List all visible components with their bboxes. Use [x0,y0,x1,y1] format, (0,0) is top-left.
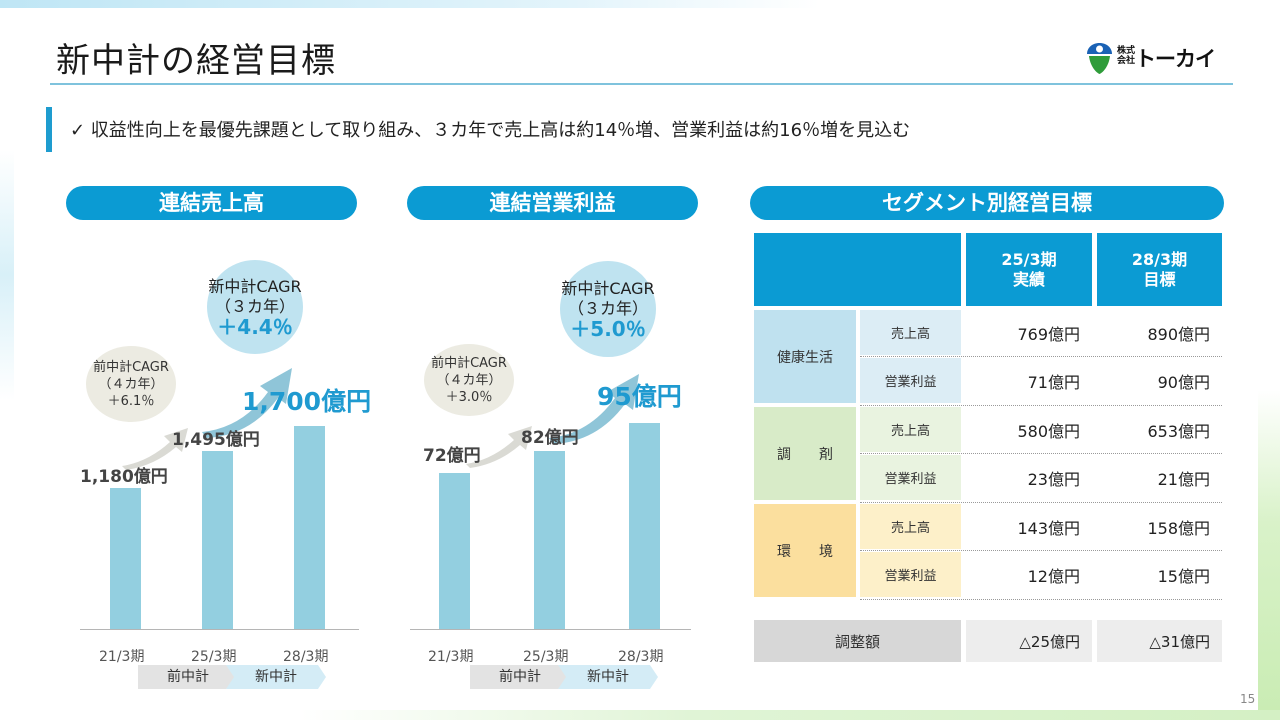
page-number: 15 [1240,692,1256,706]
sales-tick-2: 28/3期 [283,649,329,665]
bullet-accent-bar [46,107,52,152]
profit-new-cagr-circle: 新中計CAGR （３カ年） ＋5.0％ [560,261,656,357]
sales-prev-cagr-line2: （４カ年） [98,376,164,392]
profit-baseline [410,629,691,630]
table-header-actual-line1: 25/3期 [1001,249,1057,269]
profit-tick-1: 25/3期 [523,649,569,665]
segment-health-profit-target: 90億円 [1157,372,1210,392]
sales-new-cagr-line2: （３カ年） [214,297,295,316]
title-rule [50,83,1233,85]
adjustment-target: △31億円 [1097,620,1222,662]
segment-dispensing-sales-actual: 580億円 [1017,421,1080,441]
profit-bar-0 [439,473,470,629]
table-header-blank [754,233,961,306]
table-header-actual-line2: 実績 [1012,269,1045,289]
sales-prev-cagr-line3: ＋6.1％ [107,393,155,409]
profit-header: 連結営業利益 [407,186,698,220]
sales-phase-prev: 前中計 [138,665,238,689]
table-header-target-line1: 28/3期 [1131,249,1188,269]
segment-name-health: 健康生活 [754,310,856,403]
segment-environment-profit-target: 15億円 [1157,566,1210,586]
segment-health-sales-actual: 769億円 [1017,324,1080,344]
segment-health-metric-sales: 売上高 [860,310,961,355]
sales-header: 連結売上高 [66,186,357,220]
profit-prev-growth-arrow-icon [466,426,532,468]
decor-bottom-band [300,710,1280,720]
profit-prev-cagr-circle: 前中計CAGR （４カ年） ＋3.0％ [424,344,514,416]
profit-bar-2 [629,423,660,629]
decor-top-band [0,0,820,8]
profit-new-cagr-line1: 新中計CAGR [561,279,655,298]
row-divider [860,599,1222,600]
profit-bar-label-1: 82億円 [521,428,579,448]
sales-prev-cagr-line1: 前中計CAGR [93,359,169,375]
sales-new-cagr-line3: ＋4.4％ [217,315,293,339]
profit-new-cagr-line2: （３カ年） [567,299,648,318]
profit-bar-1 [534,451,565,629]
sales-bar-0 [110,488,141,629]
segment-dispensing-metric-sales: 売上高 [860,407,961,452]
sales-prev-cagr-circle: 前中計CAGR （４カ年） ＋6.1％ [86,346,176,422]
sales-prev-growth-arrow-icon [122,428,188,470]
profit-phase-prev: 前中計 [470,665,570,689]
segment-dispensing-metric-profit: 営業利益 [860,455,961,500]
profit-new-growth-arrow-icon [549,374,639,444]
row-divider [860,550,1222,551]
sales-new-growth-arrow-icon [202,368,292,438]
logo-small-line1: 株式 [1117,46,1136,56]
table-header-target-line2: 目標 [1143,269,1176,289]
sales-bar-label-2: 1,700億円 [242,387,372,416]
row-divider [860,405,1222,406]
profit-bar-label-0: 72億円 [423,446,481,466]
segment-environment-sales-actual: 143億円 [1017,518,1080,538]
segment-name-dispensing: 調 剤 [754,407,856,500]
decor-left-band [0,150,14,400]
row-divider [860,453,1222,454]
sales-bar-1 [202,451,233,629]
sales-bar-label-1: 1,495億円 [172,430,260,450]
segment-dispensing-profit-actual: 23億円 [1027,469,1080,489]
segment-dispensing-profit-target: 21億円 [1157,469,1210,489]
sales-baseline [80,629,359,630]
segment-health-sales-target: 890億円 [1147,324,1210,344]
table-header-actual: 25/3期 実績 [966,233,1092,306]
row-divider [860,502,1222,503]
segment-health-profit-actual: 71億円 [1027,372,1080,392]
segment-environment-profit-actual: 12億円 [1027,566,1080,586]
logo-small-line2: 会社 [1117,56,1136,66]
sales-bar-2 [294,426,325,629]
bullet-text: ✓ 収益性向上を最優先課題として取り組み、３カ年で売上高は約14％増、営業利益は… [70,120,911,141]
logo-name: トーカイ [1135,47,1216,71]
profit-tick-2: 28/3期 [618,649,664,665]
company-logo: 株式 会社 トーカイ [1086,41,1226,77]
profit-phase-new: 新中計 [558,665,658,689]
segment-header: セグメント別経営目標 [750,186,1224,220]
logo-mark-icon [1087,43,1112,74]
profit-prev-cagr-line3: ＋3.0％ [445,389,493,405]
segment-environment-metric-profit: 営業利益 [860,552,961,597]
segment-name-environment: 環 境 [754,504,856,597]
sales-bar-label-0: 1,180億円 [80,467,168,487]
adjustment-label: 調整額 [754,620,961,662]
decor-right-band [1258,390,1280,720]
sales-new-cagr-line1: 新中計CAGR [208,277,302,296]
table-header-target: 28/3期 目標 [1097,233,1222,306]
sales-tick-1: 25/3期 [191,649,237,665]
segment-health-metric-profit: 営業利益 [860,358,961,403]
profit-prev-cagr-line2: （４カ年） [436,372,502,388]
segment-environment-metric-sales: 売上高 [860,504,961,549]
sales-phase-new: 新中計 [226,665,326,689]
row-divider [860,356,1222,357]
profit-bar-label-2: 95億円 [597,382,682,411]
adjustment-actual: △25億円 [966,620,1092,662]
sales-new-cagr-circle: 新中計CAGR （３カ年） ＋4.4％ [207,260,303,354]
profit-prev-cagr-line1: 前中計CAGR [431,355,507,371]
segment-environment-sales-target: 158億円 [1147,518,1210,538]
profit-tick-0: 21/3期 [428,649,474,665]
segment-dispensing-sales-target: 653億円 [1147,421,1210,441]
page-title: 新中計の経営目標 [56,41,336,81]
sales-tick-0: 21/3期 [99,649,145,665]
profit-new-cagr-line3: ＋5.0％ [570,317,646,341]
